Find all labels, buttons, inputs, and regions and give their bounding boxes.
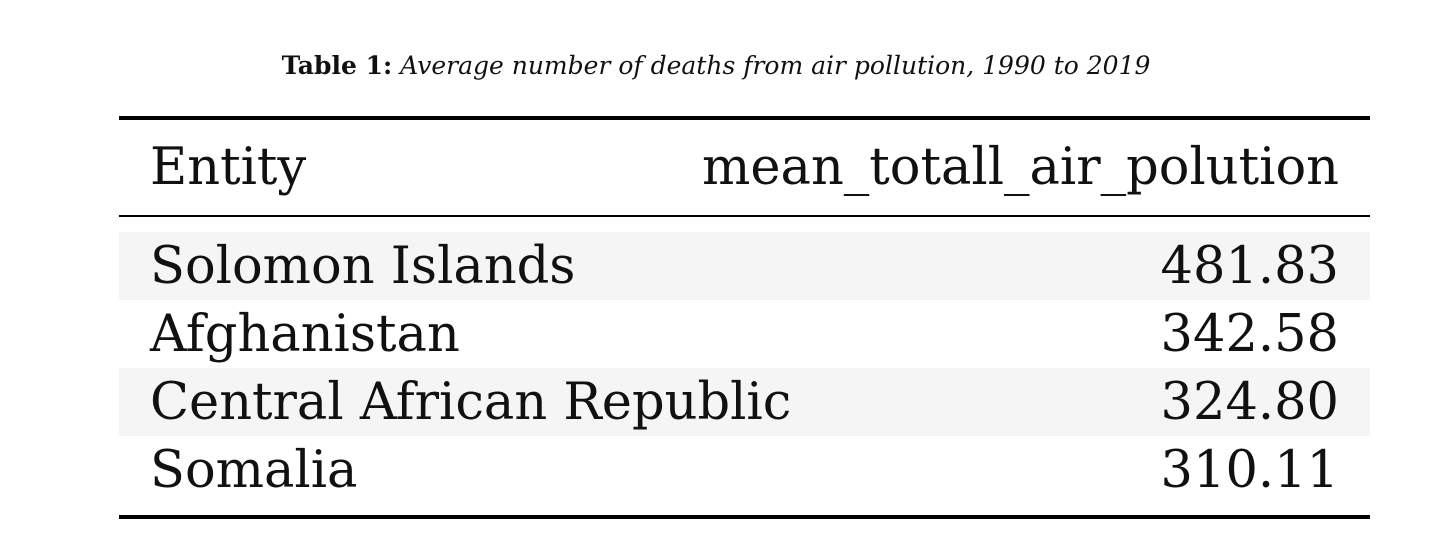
cell-entity: Somalia (150, 440, 358, 500)
table-row: Central African Republic 324.80 (119, 368, 1370, 436)
header-rule (119, 215, 1370, 217)
column-header-entity: Entity (150, 138, 307, 197)
cell-value: 310.11 (1160, 440, 1339, 500)
cell-value: 342.58 (1160, 304, 1339, 364)
cell-entity: Central African Republic (150, 372, 792, 432)
caption-label: Table 1: (281, 51, 393, 80)
table-row: Afghanistan 342.58 (119, 300, 1370, 368)
table-caption: Table 1: Average number of deaths from a… (0, 48, 1432, 84)
cell-entity: Afghanistan (150, 304, 460, 364)
cell-entity: Solomon Islands (150, 236, 576, 296)
top-rule (119, 116, 1370, 120)
cell-value: 481.83 (1160, 236, 1339, 296)
bottom-rule (119, 515, 1370, 519)
table-header-row: Entity mean_totall_air_polution (119, 120, 1370, 215)
column-header-mean-air-pollution: mean_totall_air_polution (702, 138, 1339, 197)
caption-text: Average number of deaths from air pollut… (400, 51, 1151, 80)
table-row: Solomon Islands 481.83 (119, 232, 1370, 300)
table-row: Somalia 310.11 (119, 436, 1370, 504)
cell-value: 324.80 (1160, 372, 1339, 432)
data-table: Entity mean_totall_air_polution Solomon … (119, 116, 1370, 519)
